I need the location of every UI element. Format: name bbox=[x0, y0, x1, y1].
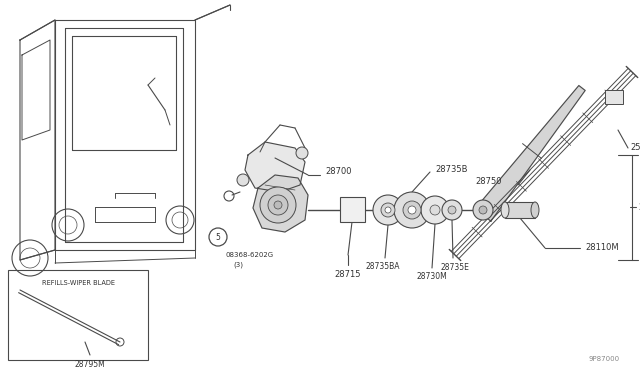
Text: 9P87000: 9P87000 bbox=[589, 356, 620, 362]
Circle shape bbox=[296, 147, 308, 159]
Circle shape bbox=[268, 195, 288, 215]
Text: 28735BA: 28735BA bbox=[365, 262, 400, 271]
Text: 28735E: 28735E bbox=[440, 263, 469, 272]
Text: 28110M: 28110M bbox=[585, 244, 619, 253]
Circle shape bbox=[381, 203, 395, 217]
Text: 5: 5 bbox=[216, 232, 220, 241]
Text: 28735B: 28735B bbox=[435, 166, 467, 174]
Circle shape bbox=[430, 205, 440, 215]
Text: (3): (3) bbox=[233, 262, 243, 269]
Text: 28750: 28750 bbox=[476, 177, 502, 186]
Circle shape bbox=[408, 206, 416, 214]
Polygon shape bbox=[253, 175, 308, 232]
Bar bbox=[8, 270, 148, 360]
Text: 28715: 28715 bbox=[335, 270, 361, 279]
Text: 28755: 28755 bbox=[638, 202, 640, 212]
Text: 28795M: 28795M bbox=[75, 360, 106, 369]
Bar bbox=[605, 90, 623, 104]
Circle shape bbox=[448, 206, 456, 214]
Text: 08368-6202G: 08368-6202G bbox=[225, 252, 273, 258]
Text: REFILLS-WIPER BLADE: REFILLS-WIPER BLADE bbox=[42, 280, 115, 286]
Bar bbox=[505, 202, 535, 218]
Ellipse shape bbox=[531, 202, 539, 218]
Polygon shape bbox=[475, 86, 585, 221]
Circle shape bbox=[473, 200, 493, 220]
Text: 25440F: 25440F bbox=[630, 144, 640, 153]
Bar bbox=[340, 197, 365, 222]
Circle shape bbox=[442, 200, 462, 220]
Circle shape bbox=[274, 201, 282, 209]
Circle shape bbox=[237, 174, 249, 186]
Text: 28700: 28700 bbox=[325, 167, 351, 176]
Ellipse shape bbox=[501, 202, 509, 218]
Circle shape bbox=[373, 195, 403, 225]
Circle shape bbox=[403, 201, 421, 219]
Circle shape bbox=[479, 206, 487, 214]
Circle shape bbox=[260, 187, 296, 223]
Circle shape bbox=[421, 196, 449, 224]
Text: 28730M: 28730M bbox=[417, 272, 447, 281]
Circle shape bbox=[394, 192, 430, 228]
Polygon shape bbox=[245, 142, 305, 192]
Circle shape bbox=[385, 207, 391, 213]
